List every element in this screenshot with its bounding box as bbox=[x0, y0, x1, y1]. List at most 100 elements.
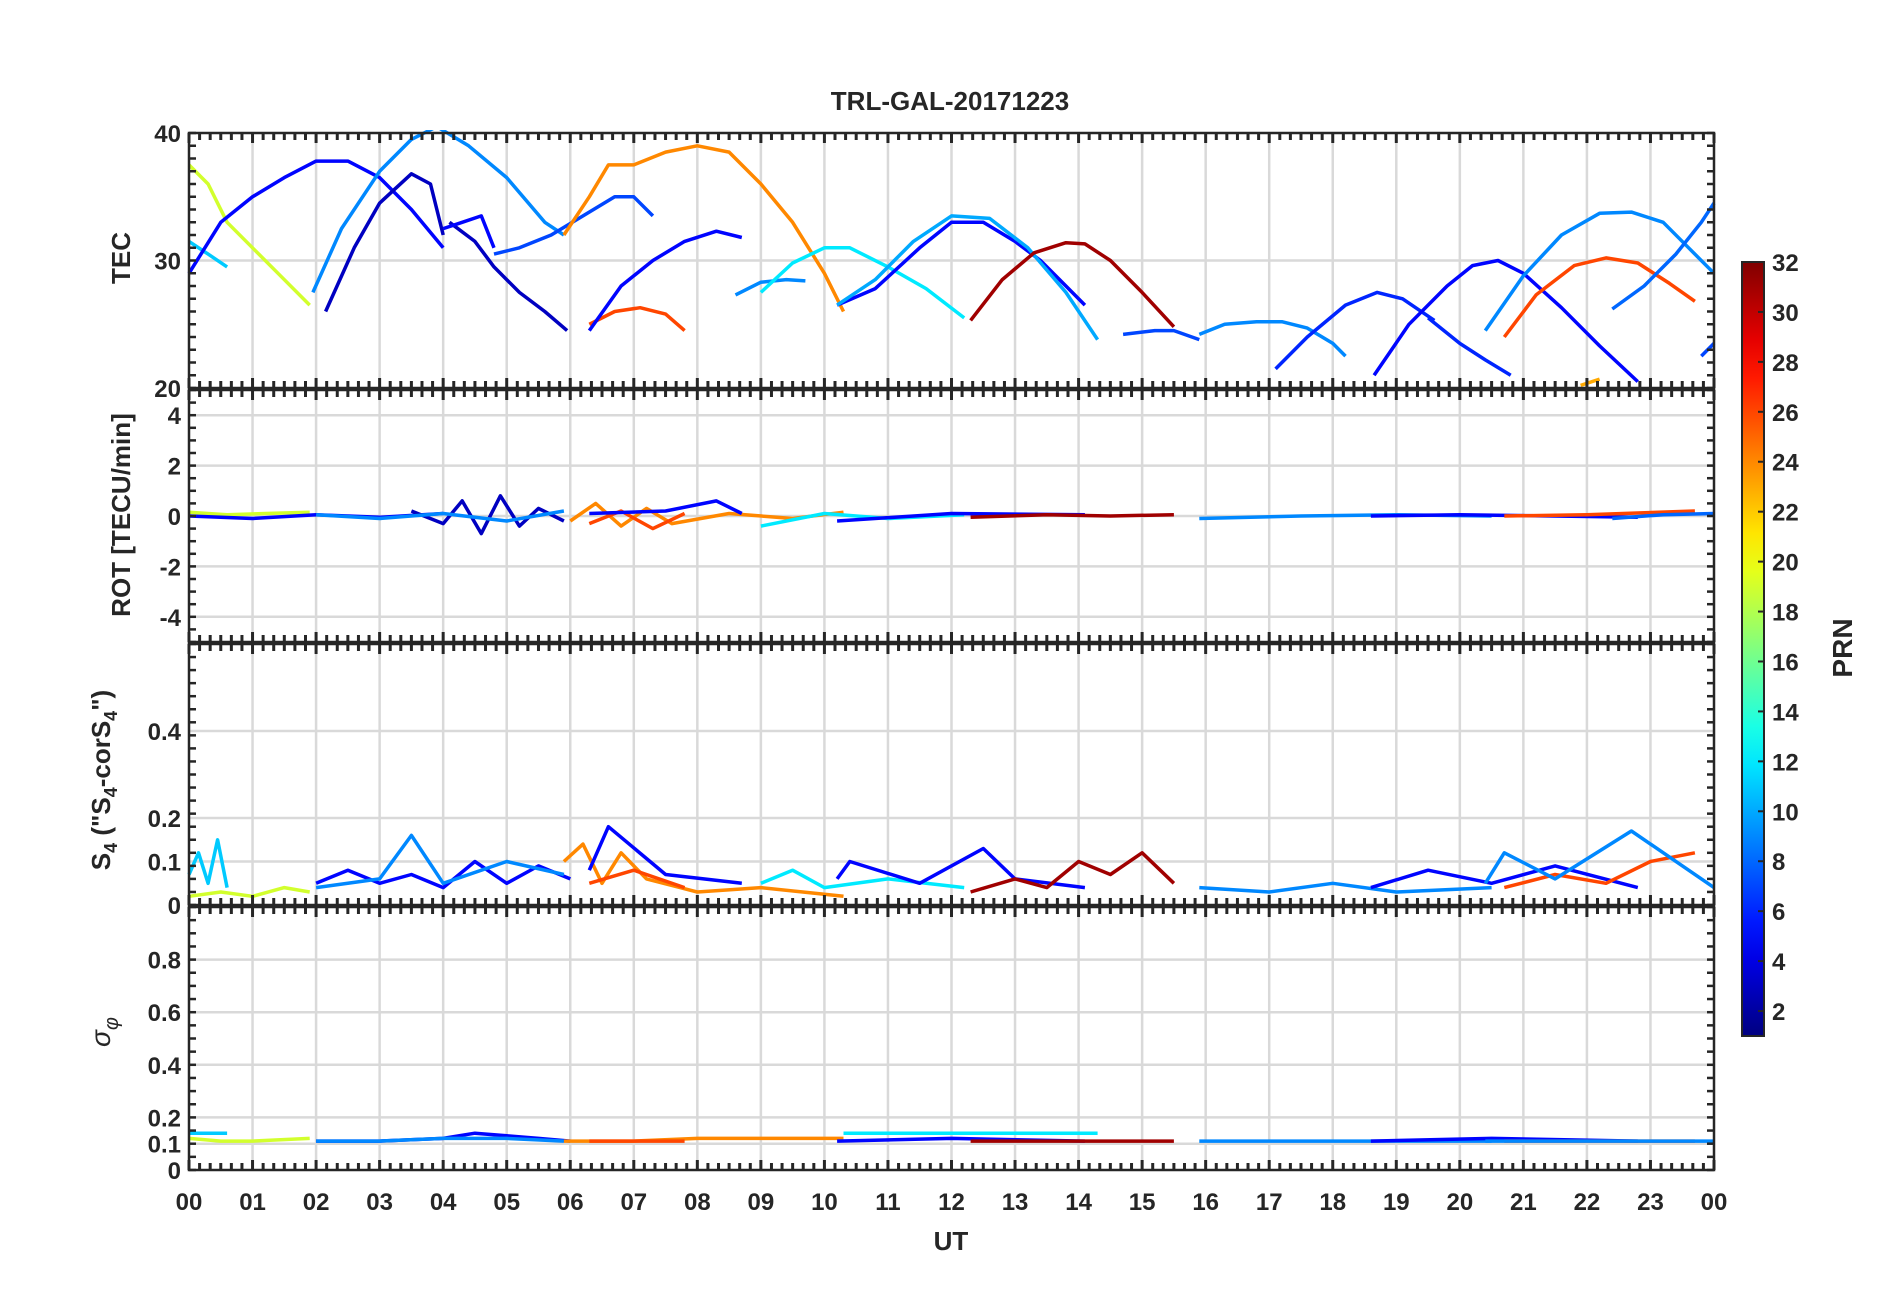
x-tick-label: 04 bbox=[430, 1189, 457, 1216]
colorbar-gradient bbox=[1741, 261, 1765, 1037]
rot-series-prn-19 bbox=[188, 510, 310, 517]
tec-series-prn-9c bbox=[1198, 319, 1347, 358]
colorbar-tick-label: 20 bbox=[1772, 550, 1799, 577]
sigma_phi-ytick-label: 0.6 bbox=[148, 1000, 181, 1027]
tec-series-prn-7b bbox=[1122, 328, 1200, 342]
x-tick-label: 20 bbox=[1446, 1189, 1473, 1216]
s4-series-prn-5e bbox=[1370, 864, 1639, 890]
tec-ytick-label: 20 bbox=[154, 376, 181, 403]
x-tick-label: 03 bbox=[366, 1189, 393, 1216]
s4-series-prn-26b bbox=[1503, 851, 1696, 890]
x-tick-label: 09 bbox=[748, 1189, 775, 1216]
colorbar-tick-label: 4 bbox=[1772, 949, 1786, 976]
s4-ytick-label: 0 bbox=[168, 893, 181, 920]
s4-series-prn-9 bbox=[315, 833, 565, 890]
x-tick-label: 16 bbox=[1192, 1189, 1219, 1216]
s4-series-prn-5 bbox=[315, 859, 571, 890]
tec-ytick-label: 40 bbox=[154, 121, 181, 148]
s4-ytick-label: 0.4 bbox=[148, 719, 182, 746]
x-tick-label: 15 bbox=[1129, 1189, 1156, 1216]
tec-ylabel: TEC bbox=[106, 232, 136, 284]
rot-series-prn-26b bbox=[1504, 509, 1695, 518]
s4-series-prn-19 bbox=[188, 885, 310, 899]
s4-ylabel: S4 ("S4-corS4") bbox=[86, 690, 121, 870]
colorbar-tick-label: 10 bbox=[1772, 799, 1799, 826]
colorbar-tick-label: 14 bbox=[1772, 699, 1799, 726]
tec-series-prn-5e bbox=[1372, 258, 1639, 383]
x-tick-label: 11 bbox=[875, 1189, 900, 1216]
tec-series-prn-6 bbox=[1274, 290, 1436, 371]
x-tick-label: 23 bbox=[1637, 1189, 1664, 1216]
x-tick-label: 10 bbox=[811, 1189, 838, 1216]
s4-series-prn-9c bbox=[1199, 881, 1492, 894]
s4-series-prn-26 bbox=[588, 868, 686, 890]
colorbar-tick-label: 26 bbox=[1772, 400, 1799, 427]
x-tick-label: 06 bbox=[557, 1189, 584, 1216]
rot-series-prn-26 bbox=[588, 509, 686, 531]
x-tick-label: 12 bbox=[938, 1189, 965, 1216]
chart-title: TRL-GAL-20171223 bbox=[831, 86, 1069, 116]
colorbar-tick-label: 2 bbox=[1772, 999, 1785, 1026]
tec-series-prn-3b bbox=[448, 220, 569, 332]
tec-series-prn-26 bbox=[588, 305, 686, 332]
tec-series-prn-7 bbox=[493, 195, 655, 256]
x-tick-label: 00 bbox=[176, 1189, 203, 1216]
tec-series-prn-23 bbox=[1580, 377, 1601, 388]
x-tick-label: 01 bbox=[239, 1189, 266, 1216]
tec-series-prn-5b bbox=[442, 214, 496, 249]
rot-series-prn-24 bbox=[569, 501, 844, 528]
sigma_phi-series-prn-9 bbox=[316, 1136, 564, 1143]
colorbar-tick-label: 8 bbox=[1772, 849, 1785, 876]
x-tick-label: 00 bbox=[1701, 1189, 1728, 1216]
colorbar-tick-label: 22 bbox=[1772, 500, 1799, 527]
x-tick-label: 21 bbox=[1510, 1189, 1537, 1216]
x-tick-label: 07 bbox=[620, 1189, 647, 1216]
s4-series-prn-31 bbox=[970, 851, 1176, 894]
tec-series-prn-12 bbox=[759, 246, 966, 320]
rot-series-prn-8 bbox=[1612, 511, 1715, 521]
rot-ytick-label: -2 bbox=[160, 554, 181, 581]
rot-ytick-label: 0 bbox=[168, 504, 181, 531]
grid-layer bbox=[189, 133, 1714, 1170]
x-tick-label: 17 bbox=[1256, 1189, 1283, 1216]
tec-series-prn-5d bbox=[836, 220, 1087, 307]
tec-series-prn-26b bbox=[1502, 256, 1696, 339]
s4-ytick-label: 0.1 bbox=[148, 850, 181, 877]
x-tick-label: 08 bbox=[684, 1189, 711, 1216]
x-tick-label: 22 bbox=[1574, 1189, 1601, 1216]
rot-series-prn-3 bbox=[410, 494, 565, 536]
x-tick-label: 02 bbox=[303, 1189, 330, 1216]
tec-series-prn-31 bbox=[969, 240, 1176, 328]
rot-series-prn-5c bbox=[589, 499, 743, 516]
rot-ytick-label: 2 bbox=[168, 454, 181, 481]
rot-ylabel: ROT [TECU/min] bbox=[106, 413, 136, 617]
tec-series-prn-11 bbox=[188, 239, 229, 269]
colorbar-tick-label: 32 bbox=[1772, 250, 1799, 277]
x-tick-label: 13 bbox=[1002, 1189, 1029, 1216]
colorbar-tick-label: 16 bbox=[1772, 649, 1799, 676]
sigma_phi-ytick-label: 0.8 bbox=[148, 948, 181, 975]
colorbar-label: PRN bbox=[1827, 618, 1858, 677]
tec-series-prn-8 bbox=[1611, 202, 1716, 311]
rot-ytick-label: -4 bbox=[160, 605, 182, 632]
rot-series-prn-31 bbox=[970, 512, 1174, 520]
s4-series-prn-9d bbox=[1483, 829, 1715, 890]
tec-series-prn-5c bbox=[587, 229, 743, 332]
s4-ytick-label: 0.2 bbox=[148, 806, 181, 833]
sigma_phi-ytick-label: 0.1 bbox=[148, 1132, 181, 1159]
series-layer bbox=[187, 130, 1716, 1143]
colorbar-tick-label: 28 bbox=[1772, 350, 1799, 377]
rot-ytick-label: 4 bbox=[168, 403, 182, 430]
tec-ytick-label: 30 bbox=[154, 249, 181, 276]
x-tick-label: 19 bbox=[1383, 1189, 1410, 1216]
sigma_phi-ytick-label: 0 bbox=[168, 1158, 181, 1185]
rot-series-prn-9 bbox=[315, 509, 565, 523]
x-tick-label: 14 bbox=[1065, 1189, 1092, 1216]
sigma_phi-ytick-label: 0.2 bbox=[148, 1105, 181, 1132]
tec-series-prn-9 bbox=[311, 130, 565, 294]
colorbar-tick-label: 24 bbox=[1772, 450, 1799, 477]
s4-series-prn-24 bbox=[562, 842, 844, 899]
frame-layer: 203040-4-202400.10.20.400.10.20.40.60.80… bbox=[148, 121, 1728, 1216]
